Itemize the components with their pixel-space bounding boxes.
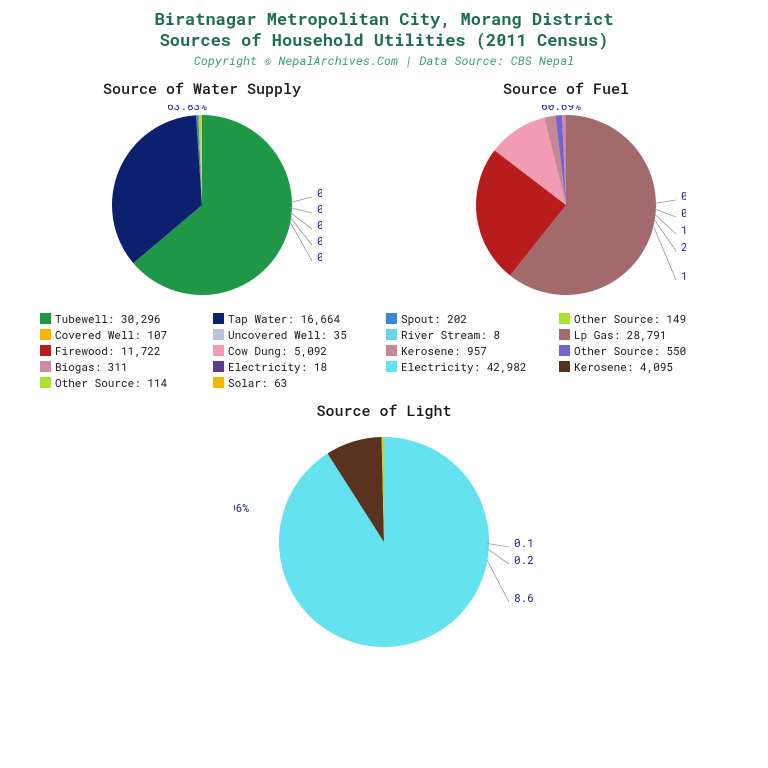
legend-label: Spout: 202 <box>401 311 467 326</box>
top-charts-row: Source of Water Supply 63.83% 35.11% 0.02%… <box>0 69 768 305</box>
legend-item: Tubewell: 30,296 <box>40 311 195 326</box>
legend-label: Lp Gas: 28,791 <box>574 327 666 342</box>
legend-item: Kerosene: 957 <box>386 343 541 358</box>
legend-label: Other Source: 149 <box>574 311 686 326</box>
pie-pct-label: 2.02% <box>681 239 686 254</box>
pie-pct-label: 0.04% <box>681 188 686 203</box>
legend-item: Biogas: 311 <box>40 359 195 374</box>
legend-label: Firewood: 11,722 <box>55 343 161 358</box>
legend-label: Kerosene: 957 <box>401 343 487 358</box>
legend-label: Electricity: 18 <box>228 359 327 374</box>
header: Biratnagar Metropolitan City, Morang Dis… <box>0 0 768 69</box>
legend-item: Other Source: 149 <box>559 311 714 326</box>
main-title-line2: Sources of Household Utilities (2011 Cen… <box>0 29 768 50</box>
fuel-chart-title: Source of Fuel <box>503 79 629 99</box>
legend-swatch <box>40 377 51 388</box>
legend-label: Other Source: 550 <box>574 343 686 358</box>
legend-item: Cow Dung: 5,092 <box>213 343 368 358</box>
legend-swatch <box>40 329 51 340</box>
water-pie: 63.83% 35.11% 0.02%0.07%0.23%0.31%0.43% <box>82 105 322 305</box>
legend-label: Cow Dung: 5,092 <box>228 343 327 358</box>
water-chart-title: Source of Water Supply <box>103 79 301 99</box>
pie-pct-label: 0.07% <box>317 201 322 216</box>
legend-swatch <box>213 345 224 356</box>
legend-item: Kerosene: 4,095 <box>559 359 714 374</box>
fuel-chart-col: Source of Fuel 60.69% 24.71% 0.04% 0.66% 1.1… <box>394 79 738 305</box>
pie-pct-label: 35.11% <box>217 301 257 305</box>
legend-swatch <box>559 329 570 340</box>
legend-item: Electricity: 42,982 <box>386 359 541 374</box>
legend-swatch <box>386 329 397 340</box>
legend-swatch <box>40 345 51 356</box>
legend-item: Other Source: 114 <box>40 375 195 390</box>
legend-swatch <box>213 361 224 372</box>
pie-pct-label: 0.13% <box>514 535 534 550</box>
legend-swatch <box>213 313 224 324</box>
light-chart-title: Source of Light <box>316 401 451 421</box>
water-chart-col: Source of Water Supply 63.83% 35.11% 0.02%… <box>30 79 374 305</box>
legend-swatch <box>559 313 570 324</box>
water-pie-wrap: 63.83% 35.11% 0.02%0.07%0.23%0.31%0.43% <box>82 105 322 305</box>
legend-swatch <box>40 313 51 324</box>
fuel-pie-wrap: 60.69% 24.71% 0.04% 0.66% 1.16% 2.02% 10.73% <box>446 105 686 305</box>
pie-pct-label: 60.69% <box>541 105 581 113</box>
pie-pct-label: 24.71% <box>521 301 561 305</box>
legend-item: Spout: 202 <box>386 311 541 326</box>
legend-swatch <box>386 345 397 356</box>
pie-pct-label: 0.31% <box>317 233 322 248</box>
light-chart-col: Source of Light 90.96% 0.13% 0.24% 8.67% <box>0 401 768 657</box>
legend-label: Biogas: 311 <box>55 359 128 374</box>
legend-item: Tap Water: 16,664 <box>213 311 368 326</box>
legend-item: River Stream: 8 <box>386 327 541 342</box>
pie-pct-label: 0.66% <box>681 205 686 220</box>
pie-pct-label: 0.43% <box>317 249 322 264</box>
legend-swatch <box>386 361 397 372</box>
legend-label: Electricity: 42,982 <box>401 359 526 374</box>
legend-label: Tubewell: 30,296 <box>55 311 161 326</box>
legend-item: Other Source: 550 <box>559 343 714 358</box>
light-pie-wrap: 90.96% 0.13% 0.24% 8.67% <box>234 427 534 657</box>
legend-item: Firewood: 11,722 <box>40 343 195 358</box>
legend-swatch <box>386 313 397 324</box>
pie-pct-label: 0.23% <box>317 217 322 232</box>
legend: Tubewell: 30,296 Tap Water: 16,664 Spout: … <box>0 305 768 391</box>
fuel-pie: 60.69% 24.71% 0.04% 0.66% 1.16% 2.02% 10.73% <box>446 105 686 305</box>
legend-item: Covered Well: 107 <box>40 327 195 342</box>
legend-label: Uncovered Well: 35 <box>228 327 347 342</box>
pie-pct-label: 90.96% <box>234 500 249 515</box>
pie-pct-label: 63.83% <box>167 105 207 113</box>
pie-pct-label: 10.73% <box>681 268 686 283</box>
legend-item: Lp Gas: 28,791 <box>559 327 714 342</box>
pie-slice <box>279 437 489 647</box>
legend-swatch <box>213 329 224 340</box>
legend-swatch <box>559 345 570 356</box>
legend-label: Tap Water: 16,664 <box>228 311 340 326</box>
legend-item: Uncovered Well: 35 <box>213 327 368 342</box>
legend-swatch <box>559 361 570 372</box>
main-title-line1: Biratnagar Metropolitan City, Morang Dis… <box>0 8 768 29</box>
legend-item: Solar: 63 <box>213 375 368 390</box>
legend-label: Covered Well: 107 <box>55 327 167 342</box>
legend-label: Solar: 63 <box>228 375 287 390</box>
pie-pct-label: 1.16% <box>681 222 686 237</box>
legend-label: River Stream: 8 <box>401 327 500 342</box>
light-pie: 90.96% 0.13% 0.24% 8.67% <box>234 427 534 657</box>
pie-pct-label: 0.02% <box>317 185 322 200</box>
legend-swatch <box>40 361 51 372</box>
legend-item: Electricity: 18 <box>213 359 368 374</box>
pie-pct-label: 0.24% <box>514 552 534 567</box>
legend-swatch <box>213 377 224 388</box>
legend-label: Other Source: 114 <box>55 375 167 390</box>
legend-label: Kerosene: 4,095 <box>574 359 673 374</box>
copyright-subtitle: Copyright © NepalArchives.Com | Data Sou… <box>0 53 768 69</box>
pie-pct-label: 8.67% <box>514 590 534 605</box>
